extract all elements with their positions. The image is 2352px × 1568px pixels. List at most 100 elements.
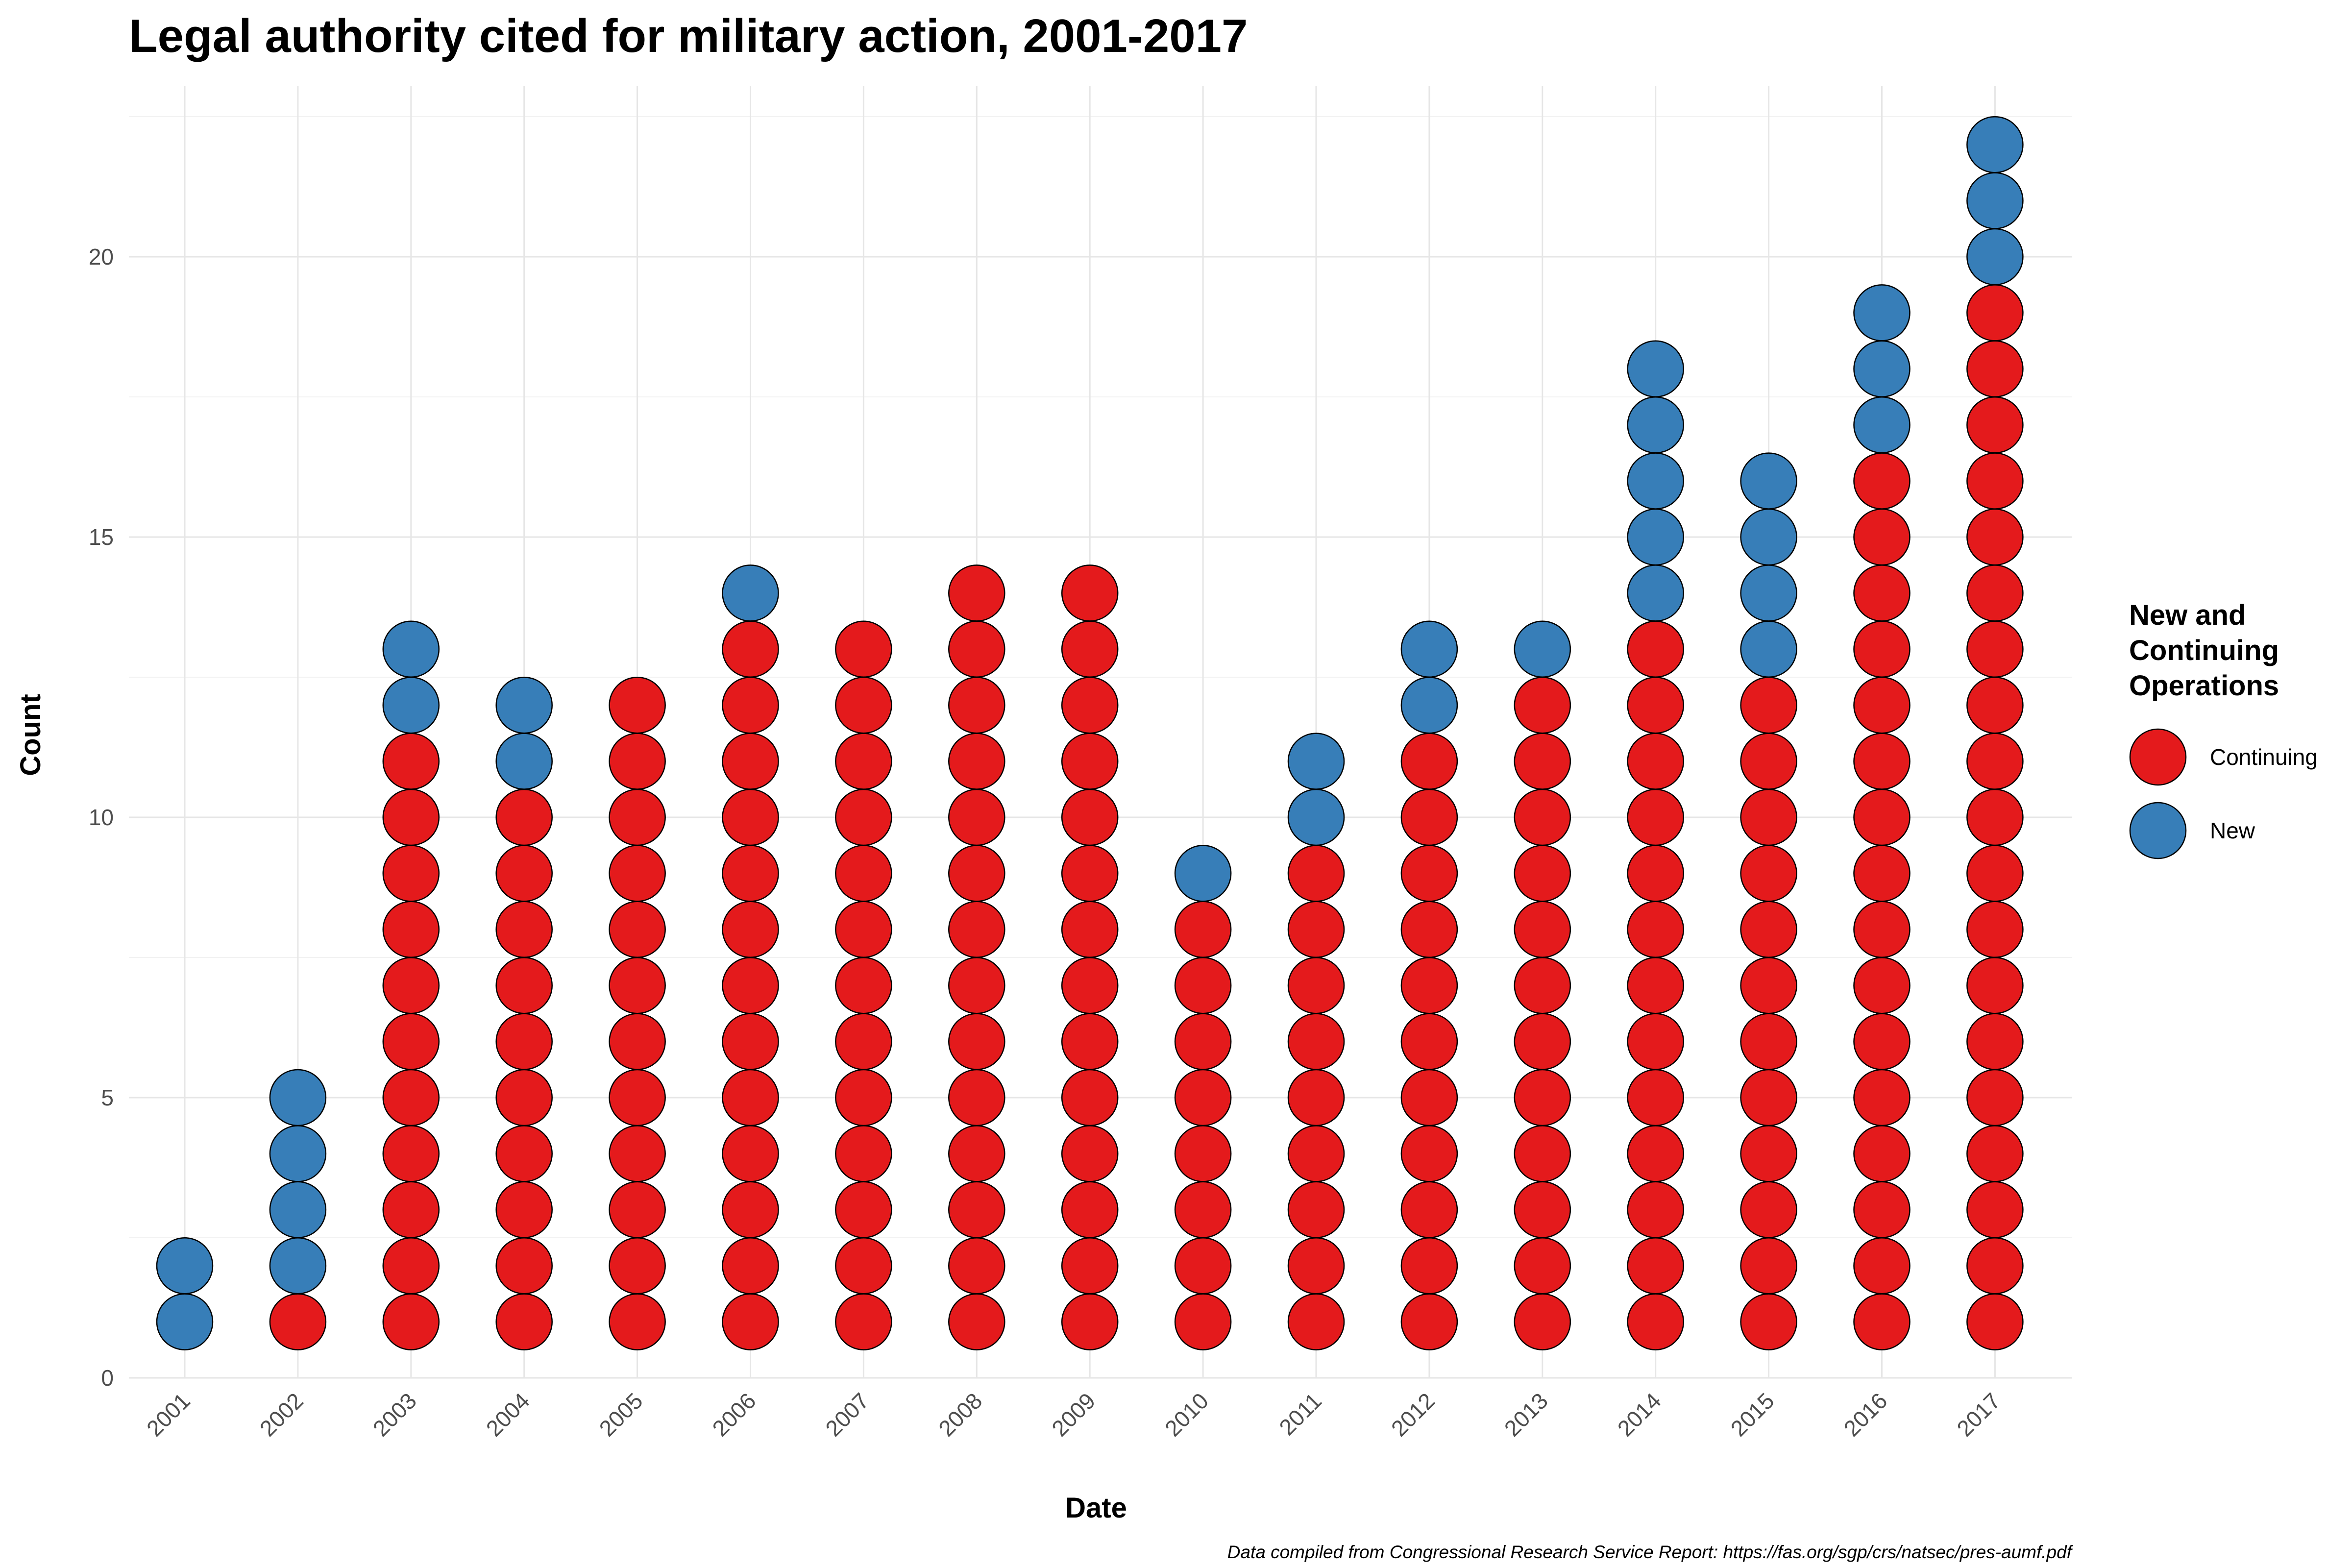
dot-continuing-2006 — [722, 956, 779, 1014]
dot-continuing-2008 — [948, 1013, 1005, 1070]
dot-continuing-2011 — [1287, 1237, 1345, 1295]
dot-continuing-2003 — [382, 788, 440, 846]
dot-new-2002 — [269, 1237, 327, 1295]
dot-continuing-2008 — [948, 733, 1005, 790]
dot-continuing-2005 — [609, 901, 666, 958]
dot-continuing-2007 — [835, 1293, 892, 1350]
dot-new-2013 — [1514, 620, 1571, 678]
dot-continuing-2012 — [1400, 956, 1458, 1014]
dot-continuing-2016 — [1853, 1181, 1911, 1239]
dot-continuing-2012 — [1400, 1069, 1458, 1127]
dot-continuing-2004 — [495, 788, 553, 846]
dot-continuing-2004 — [495, 1013, 553, 1070]
dot-new-2017 — [1966, 172, 2024, 229]
dot-continuing-2005 — [609, 1069, 666, 1127]
y-tick-label: 20 — [89, 244, 114, 270]
dot-new-2014 — [1627, 396, 1684, 454]
dot-continuing-2005 — [609, 1293, 666, 1350]
dot-continuing-2004 — [495, 1069, 553, 1127]
dot-continuing-2009 — [1061, 788, 1119, 846]
dot-continuing-2011 — [1287, 956, 1345, 1014]
dot-continuing-2014 — [1627, 1181, 1684, 1239]
dot-continuing-2008 — [948, 956, 1005, 1014]
dot-continuing-2002 — [269, 1293, 327, 1350]
dot-new-2004 — [495, 733, 553, 790]
dot-new-2016 — [1853, 284, 1911, 342]
dot-continuing-2017 — [1966, 1013, 2024, 1070]
dot-continuing-2009 — [1061, 620, 1119, 678]
dot-continuing-2014 — [1627, 1237, 1684, 1295]
dot-new-2015 — [1740, 452, 1797, 510]
dot-new-2003 — [382, 620, 440, 678]
dot-continuing-2015 — [1740, 788, 1797, 846]
dot-continuing-2012 — [1400, 1125, 1458, 1182]
dot-continuing-2010 — [1174, 1069, 1232, 1127]
dot-continuing-2006 — [722, 788, 779, 846]
x-tick-label: 2003 — [368, 1388, 421, 1441]
dot-continuing-2014 — [1627, 901, 1684, 958]
dot-continuing-2007 — [835, 956, 892, 1014]
dot-new-2002 — [269, 1181, 327, 1239]
dot-continuing-2015 — [1740, 901, 1797, 958]
dot-continuing-2013 — [1514, 788, 1571, 846]
dot-continuing-2009 — [1061, 956, 1119, 1014]
dot-continuing-2012 — [1400, 1181, 1458, 1239]
dot-continuing-2017 — [1966, 956, 2024, 1014]
dot-continuing-2003 — [382, 1069, 440, 1127]
dot-new-2011 — [1287, 788, 1345, 846]
dot-continuing-2010 — [1174, 1013, 1232, 1070]
dot-new-2015 — [1740, 620, 1797, 678]
legend-title-line: New and — [2129, 599, 2246, 631]
dot-continuing-2005 — [609, 1237, 666, 1295]
dot-continuing-2015 — [1740, 1013, 1797, 1070]
dot-continuing-2007 — [835, 845, 892, 902]
dot-continuing-2004 — [495, 956, 553, 1014]
dot-continuing-2010 — [1174, 1293, 1232, 1350]
dot-continuing-2008 — [948, 620, 1005, 678]
dot-continuing-2007 — [835, 1125, 892, 1182]
legend-title-line: Operations — [2129, 670, 2279, 702]
dot-continuing-2006 — [722, 676, 779, 734]
dot-continuing-2015 — [1740, 845, 1797, 902]
dot-new-2017 — [1966, 228, 2024, 286]
dot-continuing-2007 — [835, 676, 892, 734]
dot-continuing-2003 — [382, 1237, 440, 1295]
dot-continuing-2017 — [1966, 284, 2024, 342]
dot-continuing-2016 — [1853, 1069, 1911, 1127]
dot-continuing-2013 — [1514, 1181, 1571, 1239]
dot-continuing-2016 — [1853, 901, 1911, 958]
dot-continuing-2015 — [1740, 676, 1797, 734]
x-tick-label: 2017 — [1952, 1388, 2005, 1441]
dot-continuing-2016 — [1853, 1013, 1911, 1070]
dot-new-2002 — [269, 1069, 327, 1127]
dot-continuing-2006 — [722, 1293, 779, 1350]
dot-continuing-2003 — [382, 956, 440, 1014]
dot-continuing-2016 — [1853, 564, 1911, 622]
dot-continuing-2009 — [1061, 901, 1119, 958]
dot-continuing-2009 — [1061, 1181, 1119, 1239]
dot-continuing-2012 — [1400, 1237, 1458, 1295]
dot-continuing-2016 — [1853, 1293, 1911, 1350]
dot-continuing-2013 — [1514, 1237, 1571, 1295]
dot-continuing-2016 — [1853, 1125, 1911, 1182]
dot-continuing-2007 — [835, 1181, 892, 1239]
dot-continuing-2012 — [1400, 1293, 1458, 1350]
legend-key-continuing — [2129, 728, 2187, 786]
dot-continuing-2013 — [1514, 845, 1571, 902]
x-tick-label: 2002 — [255, 1388, 308, 1441]
dot-continuing-2008 — [948, 1237, 1005, 1295]
dot-continuing-2017 — [1966, 733, 2024, 790]
dot-continuing-2006 — [722, 1069, 779, 1127]
dot-continuing-2008 — [948, 1069, 1005, 1127]
dot-new-2017 — [1966, 116, 2024, 173]
dot-continuing-2013 — [1514, 956, 1571, 1014]
dot-continuing-2013 — [1514, 676, 1571, 734]
dot-continuing-2005 — [609, 1125, 666, 1182]
dot-continuing-2017 — [1966, 620, 2024, 678]
dot-continuing-2014 — [1627, 1013, 1684, 1070]
dot-new-2012 — [1400, 676, 1458, 734]
dot-continuing-2015 — [1740, 1125, 1797, 1182]
x-tick-label: 2008 — [933, 1388, 987, 1441]
y-tick-label: 15 — [89, 524, 114, 550]
dot-continuing-2005 — [609, 956, 666, 1014]
